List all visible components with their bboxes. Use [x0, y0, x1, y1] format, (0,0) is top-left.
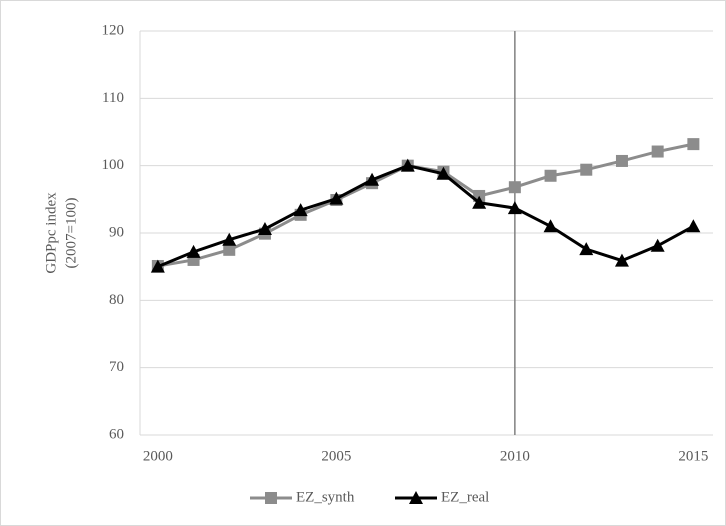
marker: [615, 154, 628, 167]
x-tick-label: 2000: [143, 448, 173, 464]
marker: [329, 191, 344, 205]
marker: [365, 172, 380, 186]
marker: [436, 166, 451, 180]
marker: [150, 259, 165, 273]
marker: [472, 195, 487, 209]
y-axis-label: GDPpc index: [43, 192, 59, 274]
marker: [400, 158, 415, 172]
marker: [186, 244, 201, 258]
marker: [544, 169, 557, 182]
marker: [293, 203, 308, 217]
y-axis-label: (2007=100): [63, 198, 79, 269]
legend-label: EZ_real: [441, 489, 489, 505]
series-line: [157, 164, 695, 269]
marker: [579, 242, 594, 256]
y-tick-label: 120: [102, 22, 125, 38]
marker: [614, 253, 629, 267]
marker: [543, 219, 558, 233]
y-tick-label: 60: [109, 426, 124, 442]
y-tick-label: 90: [109, 224, 124, 240]
marker: [222, 232, 237, 246]
x-tick-label: 2015: [678, 448, 708, 464]
marker: [651, 145, 664, 158]
marker: [507, 201, 522, 215]
marker: [580, 163, 593, 176]
legend-marker: [409, 491, 423, 504]
marker: [223, 243, 236, 256]
x-tick-label: 2010: [500, 448, 530, 464]
y-tick-label: 100: [102, 157, 125, 173]
marker: [686, 219, 701, 233]
y-tick-label: 70: [109, 359, 124, 375]
y-tick-label: 110: [102, 90, 124, 106]
legend-marker: [265, 492, 277, 504]
x-tick-label: 2005: [321, 448, 351, 464]
marker: [650, 238, 665, 252]
y-tick-label: 80: [109, 292, 124, 308]
marker: [257, 221, 272, 235]
marker: [687, 138, 700, 151]
marker: [508, 181, 521, 194]
legend-label: EZ_synth: [296, 489, 355, 505]
